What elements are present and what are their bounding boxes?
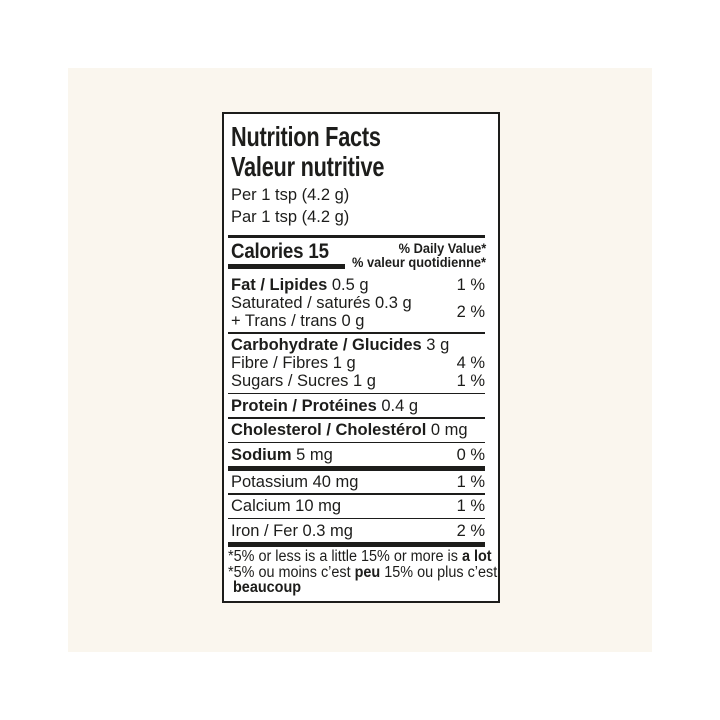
row-sugars-percent: 1 %	[456, 372, 485, 390]
calories-value: Calories 15	[228, 240, 345, 271]
row-protein: Protein / Protéines 0.4 g	[228, 397, 485, 415]
footnote: *5% or less is a little 15% or more is a…	[228, 549, 498, 596]
row-carbohydrate-label-rest: 3 g	[421, 336, 450, 354]
divider	[228, 392, 485, 394]
row-calcium-label: Calcium 10 mg	[228, 497, 341, 515]
row-saturated-trans: Saturated / saturés 0.3 g + Trans / tran…	[228, 294, 485, 330]
row-fat-label-bold: Fat / Lipides	[231, 275, 328, 294]
row-fat-percent: 1 %	[456, 275, 485, 294]
calories-section: Calories 15 % Daily Value* % valeur quot…	[228, 240, 486, 271]
row-fat: Fat / Lipides 0.5 g 1 %	[228, 276, 485, 294]
divider	[228, 493, 485, 495]
footnote-en: *5% or less is a little 15% or more is a…	[228, 549, 496, 565]
thick-divider	[228, 465, 485, 471]
daily-value-header-fr-text: % valeur quotidienne*	[352, 255, 487, 270]
footnote-fr-bold: peu	[354, 563, 381, 581]
row-iron-label: Iron / Fer 0.3 mg	[228, 522, 353, 540]
row-cholesterol: Cholesterol / Cholestérol 0 mg	[228, 421, 485, 439]
serving-size-en: Per 1 tsp (4.2 g)	[231, 186, 350, 204]
row-sodium-percent: 0 %	[456, 445, 485, 464]
row-carbohydrate-label: Carbohydrate / Glucides 3 g	[228, 336, 449, 354]
row-potassium: Potassium 40 mg 1 %	[228, 473, 485, 491]
row-saturated-trans-percent: 2 %	[456, 302, 485, 321]
row-protein-label-bold: Protein / Protéines	[231, 396, 377, 415]
row-iron: Iron / Fer 0.3 mg 2 %	[228, 522, 485, 540]
row-cholesterol-label-rest: 0 mg	[426, 421, 468, 439]
daily-value-header-en: % Daily Value*	[345, 240, 487, 257]
row-saturated-label: Saturated / saturés 0.3 g	[231, 293, 412, 312]
row-sodium-label: Sodium 5 mg	[228, 446, 333, 464]
row-potassium-label-rest: Potassium 40 mg	[231, 472, 359, 491]
label-title-fr: Valeur nutritive	[231, 150, 485, 182]
row-protein-label-rest: 0.4 g	[376, 396, 419, 415]
divider	[228, 332, 485, 334]
daily-value-header-en-text: % Daily Value*	[398, 240, 487, 256]
row-potassium-percent: 1 %	[456, 472, 485, 491]
row-cholesterol-label: Cholesterol / Cholestérol 0 mg	[228, 421, 468, 439]
row-iron-percent: 2 %	[456, 521, 485, 540]
footnote-en-text: *5% or less is a little 15% or more is a…	[228, 549, 492, 565]
calories-text: Calories 15	[231, 239, 329, 263]
serving-size: Per 1 tsp (4.2 g) Par 1 tsp (4.2 g)	[231, 184, 485, 228]
divider-top	[228, 235, 485, 238]
row-calcium: Calcium 10 mg 1 %	[228, 497, 485, 515]
footnote-en-pre: *5% or less is a little 15% or more is	[228, 548, 462, 565]
daily-value-header-fr: % valeur quotidienne*	[345, 255, 487, 271]
label-title-en: Nutrition Facts	[231, 122, 485, 152]
row-protein-label: Protein / Protéines 0.4 g	[228, 397, 418, 415]
row-cholesterol-label-bold: Cholesterol / Cholestérol	[231, 421, 427, 439]
footnote-fr-post: 15% ou plus c’est	[380, 563, 498, 581]
row-fibre-label-rest: Fibre / Fibres 1 g	[231, 354, 356, 372]
row-fibre-percent: 4 %	[456, 354, 485, 372]
row-sugars-label-rest: Sugars / Sucres 1 g	[231, 372, 376, 390]
label-title-fr-text: Valeur nutritive	[231, 150, 385, 182]
row-potassium-label: Potassium 40 mg	[228, 473, 358, 491]
nutrition-facts-label: Nutrition Facts Valeur nutritive Per 1 t…	[222, 112, 500, 603]
row-carbohydrate: Carbohydrate / Glucides 3 g	[228, 336, 485, 354]
row-sugars: Sugars / Sucres 1 g 1 %	[228, 372, 485, 390]
divider	[228, 517, 485, 519]
row-calcium-percent: 1 %	[456, 497, 485, 515]
row-fat-label-rest: 0.5 g	[327, 275, 369, 294]
daily-value-header: % Daily Value* % valeur quotidienne*	[345, 240, 486, 271]
row-carbohydrate-label-bold: Carbohydrate / Glucides	[231, 336, 422, 354]
footnote-fr-line1: *5% ou moins c’est peu 15% ou plus c’est	[228, 563, 498, 581]
row-iron-label-rest: Iron / Fer 0.3 mg	[231, 521, 353, 540]
footnote-fr-line2: beaucoup	[228, 580, 496, 596]
divider	[228, 417, 485, 419]
row-sodium-label-rest: 5 mg	[291, 445, 333, 464]
label-title-en-text: Nutrition Facts	[231, 121, 381, 152]
row-sodium: Sodium 5 mg 0 %	[228, 446, 485, 464]
row-fat-label: Fat / Lipides 0.5 g	[228, 276, 369, 294]
row-sugars-label: Sugars / Sucres 1 g	[228, 372, 376, 390]
footnote-en-bold: a lot	[461, 548, 492, 565]
row-calcium-label-rest: Calcium 10 mg	[231, 497, 342, 515]
row-fibre: Fibre / Fibres 1 g 4 %	[228, 354, 485, 372]
serving-size-fr: Par 1 tsp (4.2 g)	[231, 208, 350, 226]
footnote-fr-line2-text: beaucoup	[233, 580, 301, 596]
footnote-fr-pre: *5% ou moins c’est	[228, 563, 355, 581]
row-sodium-label-bold: Sodium	[231, 445, 292, 464]
calories-underline	[228, 263, 345, 269]
divider	[228, 441, 485, 443]
footnote-fr-line1-text: *5% ou moins c’est peu 15% ou plus c’est	[228, 563, 498, 581]
thick-divider	[228, 541, 485, 547]
row-trans-label: + Trans / trans 0 g	[231, 311, 365, 330]
label-title: Nutrition Facts Valeur nutritive	[231, 122, 485, 181]
footnote-fr-bold2: beaucoup	[233, 579, 302, 596]
row-saturated-trans-label: Saturated / saturés 0.3 g + Trans / tran…	[228, 294, 412, 330]
row-fibre-label: Fibre / Fibres 1 g	[228, 354, 356, 372]
